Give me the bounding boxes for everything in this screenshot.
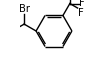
Text: F: F (79, 0, 85, 8)
Text: Br: Br (19, 4, 30, 14)
Text: F: F (78, 8, 84, 18)
